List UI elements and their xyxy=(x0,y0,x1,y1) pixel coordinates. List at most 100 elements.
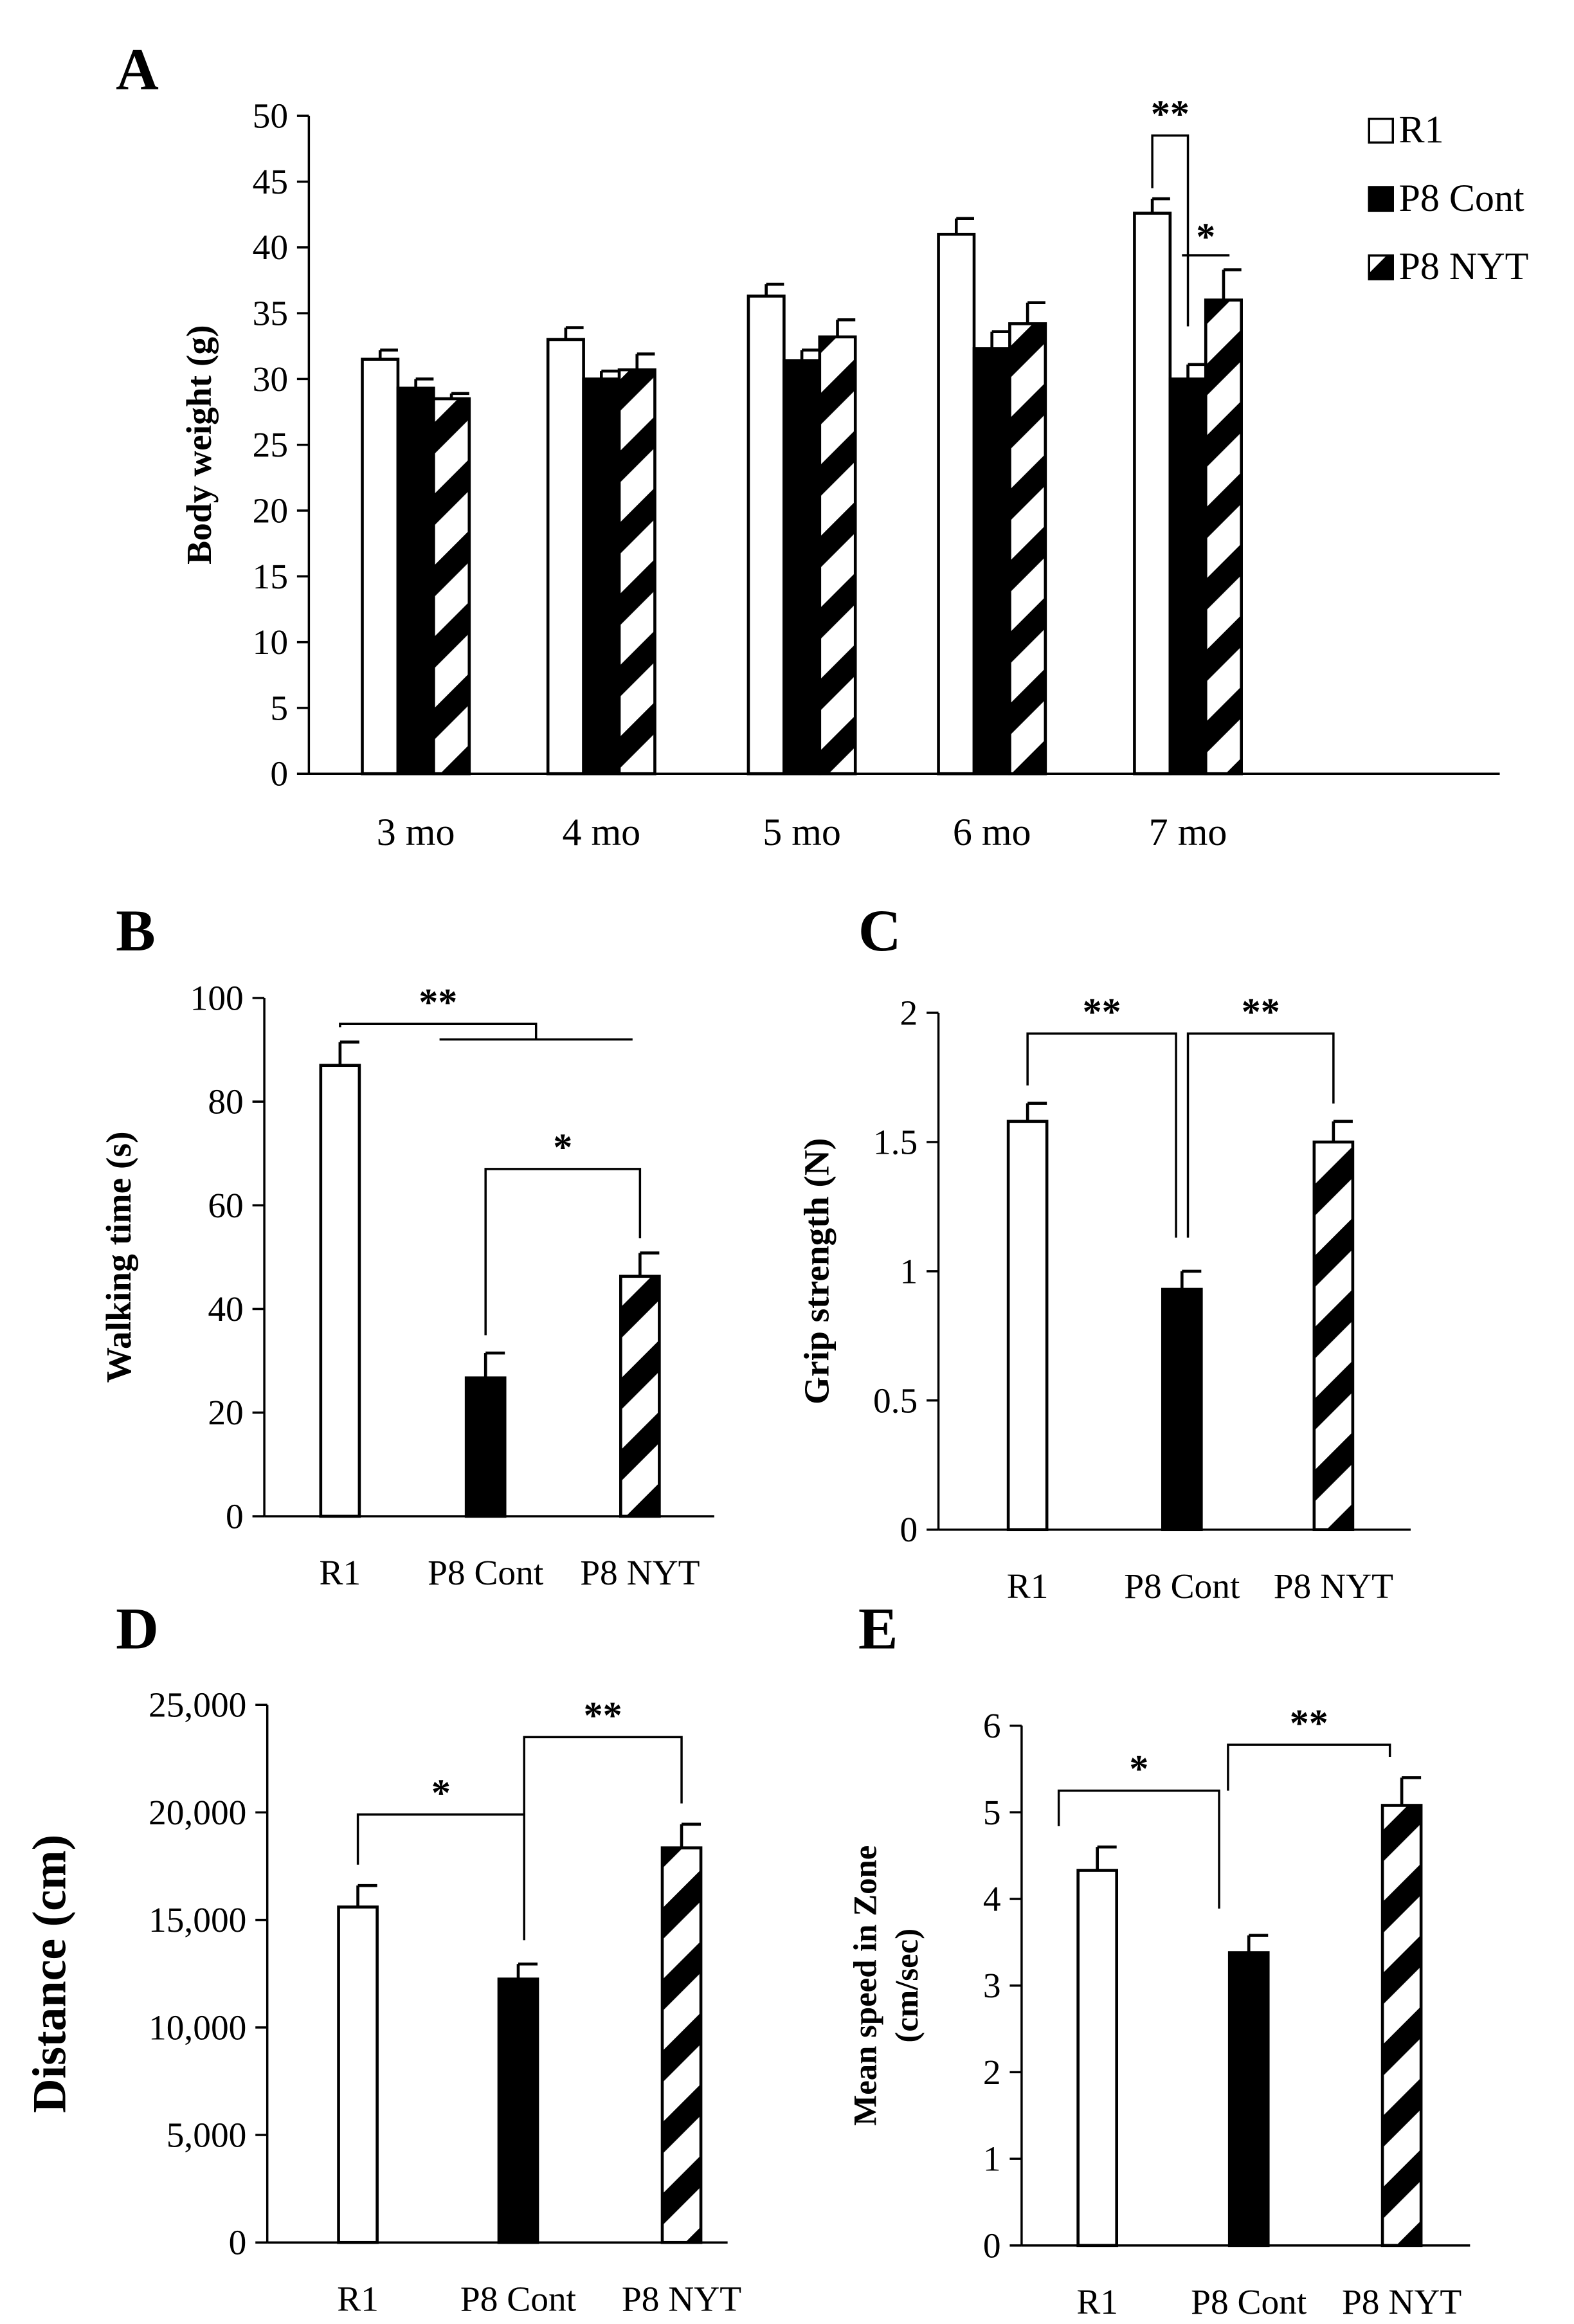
bar-p8-nyt xyxy=(1380,1804,1423,2247)
y-tick-label: 3 xyxy=(983,1966,1001,2005)
bar-r1-6mo xyxy=(937,232,976,776)
panel-b: B 0 20 40 60 80 100 Walking time (s) R1 P8 Cont P8… xyxy=(99,898,714,1592)
panel-letter-d: D xyxy=(116,1595,159,1661)
y-tick-label: 0.5 xyxy=(873,1381,918,1420)
significance-label: ** xyxy=(584,1694,622,1737)
y-axis-label: Body weight (g) xyxy=(179,325,219,564)
y-tick-label: 0 xyxy=(983,2226,1001,2265)
y-tick-label: 40 xyxy=(253,228,288,267)
y-axis-label: (cm/sec) xyxy=(889,1929,925,2043)
x-tick-label: P8 Cont xyxy=(428,1553,544,1592)
y-tick-label: 20 xyxy=(208,1393,243,1432)
x-tick-label: 6 mo xyxy=(953,810,1031,853)
significance-label: * xyxy=(553,1125,572,1168)
bar-p8-nyt-3mo xyxy=(432,397,471,776)
y-tick-label: 15 xyxy=(253,557,288,596)
significance-bracket xyxy=(523,1736,683,1815)
bar-p8-cont xyxy=(497,1977,539,2244)
x-tick-label: R1 xyxy=(320,1553,361,1592)
x-tick-label: P8 Cont xyxy=(1191,2282,1307,2321)
panel-letter-c: C xyxy=(858,898,901,963)
significance-label: ** xyxy=(1242,990,1280,1033)
x-tick-label: R1 xyxy=(337,2279,379,2318)
x-tick-label: 3 mo xyxy=(377,810,455,853)
significance-bracket xyxy=(339,1022,538,1040)
y-tick-label: 60 xyxy=(208,1186,243,1225)
panel-a: A 0 5 10 15 20 25 30 35 40 45 50 Body weight (g) 3 mo… xyxy=(116,37,1528,854)
panel-letter-e: E xyxy=(858,1595,898,1661)
y-tick-label: 0 xyxy=(229,2223,247,2262)
panel-e: E 0 1 2 3 4 5 6 Mean speed in Zone (cm/sec) R1 P8 C… xyxy=(847,1595,1470,2321)
significance-label: ** xyxy=(1290,1701,1328,1744)
significance-label: ** xyxy=(1083,990,1121,1033)
bar-p8-cont xyxy=(1227,1951,1270,2247)
y-tick-label: 10 xyxy=(253,622,288,662)
bar-p8-cont-5mo xyxy=(782,359,822,776)
y-tick-label: 15,000 xyxy=(149,1900,246,1939)
x-tick-label: P8 NYT xyxy=(580,1553,700,1592)
significance-label: * xyxy=(1196,215,1215,258)
y-tick-label: 2 xyxy=(983,2053,1001,2092)
significance-bracket xyxy=(484,1168,642,1336)
x-tick-label: 4 mo xyxy=(562,810,640,853)
y-tick-label: 45 xyxy=(253,162,288,201)
panel-c: C 0 0.5 1 1.5 2 Grip strength (N) R1 P8 Cont P8 N… xyxy=(797,898,1411,1606)
x-tick-label: R1 xyxy=(1076,2282,1118,2321)
y-tick-label: 25 xyxy=(253,425,288,464)
y-axis-label: Walking time (s) xyxy=(99,1131,138,1383)
y-tick-label: 40 xyxy=(208,1289,243,1329)
bar-r1-7mo xyxy=(1133,212,1172,776)
y-tick-label: 5,000 xyxy=(167,2116,247,2155)
y-tick-label: 5 xyxy=(270,688,288,727)
y-tick-label: 5 xyxy=(983,1793,1001,1832)
bar-p8-nyt xyxy=(1312,1140,1355,1532)
bar-p8-nyt xyxy=(660,1846,703,2244)
legend: R1 P8 Cont P8 NYT xyxy=(1368,108,1528,287)
y-tick-label: 50 xyxy=(253,96,288,136)
y-tick-label: 1 xyxy=(983,2139,1001,2179)
legend-label: P8 Cont xyxy=(1398,176,1524,219)
x-tick-label: 7 mo xyxy=(1149,810,1227,853)
panel-d: D 0 5,000 10,000 15,000 20,000 25,000 Distance … xyxy=(23,1595,742,2318)
significance-bracket xyxy=(1151,134,1190,327)
significance-label: ** xyxy=(419,980,457,1023)
significance-label: * xyxy=(1129,1747,1148,1790)
y-axis-label: Grip strength (N) xyxy=(797,1138,837,1405)
x-tick-label: P8 Cont xyxy=(1124,1566,1240,1606)
y-tick-label: 4 xyxy=(983,1879,1001,1918)
x-tick-label: R1 xyxy=(1007,1566,1049,1606)
bar-r1 xyxy=(1006,1120,1049,1532)
y-tick-label: 1.5 xyxy=(873,1122,918,1161)
y-tick-label: 10,000 xyxy=(149,2008,246,2047)
bar-r1 xyxy=(1076,1869,1119,2247)
y-tick-label: 25,000 xyxy=(149,1685,246,1725)
y-tick-label: 6 xyxy=(983,1706,1001,1745)
bar-p8-cont xyxy=(464,1376,507,1518)
y-tick-label: 100 xyxy=(190,978,244,1017)
bar-p8-nyt-6mo xyxy=(1008,322,1047,776)
y-tick-label: 20 xyxy=(253,491,288,530)
y-tick-label: 2 xyxy=(900,994,918,1033)
y-tick-label: 20,000 xyxy=(149,1793,246,1832)
panel-letter-b: B xyxy=(116,898,156,963)
significance-bracket xyxy=(356,1813,525,1941)
y-tick-label: 35 xyxy=(253,294,288,333)
y-tick-label: 1 xyxy=(900,1251,918,1291)
significance-label: * xyxy=(431,1771,451,1814)
bar-r1-3mo xyxy=(361,358,400,776)
significance-bracket xyxy=(1057,1789,1220,1909)
bar-p8-nyt-5mo xyxy=(818,335,857,776)
bar-p8-cont-3mo xyxy=(396,386,435,776)
x-tick-label: 5 mo xyxy=(763,810,841,853)
bar-p8-nyt xyxy=(619,1275,661,1518)
legend-label: R1 xyxy=(1398,108,1443,151)
bar-p8-cont-4mo xyxy=(582,377,621,776)
bar-p8-nyt-7mo xyxy=(1204,298,1243,776)
bar-r1-4mo xyxy=(546,338,585,776)
bar-p8-nyt-4mo xyxy=(617,368,656,776)
y-tick-label: 80 xyxy=(208,1082,243,1121)
y-axis-label: Mean speed in Zone xyxy=(847,1846,883,2126)
legend-swatch-p8-cont xyxy=(1368,186,1394,212)
y-tick-label: 0 xyxy=(270,754,288,794)
